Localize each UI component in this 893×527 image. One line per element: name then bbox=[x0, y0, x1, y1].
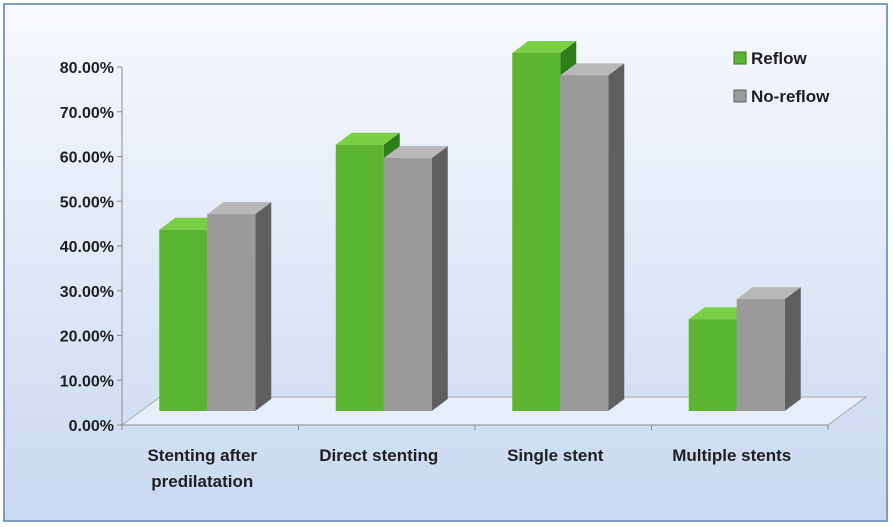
y-tick-label: 60.00% bbox=[60, 150, 114, 167]
reflow-bar-3 bbox=[688, 319, 737, 411]
reflow-bar-1 bbox=[335, 144, 384, 412]
x-category-label: Multiple stents bbox=[672, 446, 791, 465]
reflow-bar-1-top bbox=[335, 132, 400, 145]
no-reflow-bar-2-side bbox=[608, 63, 625, 411]
x-category-label: predilatation bbox=[151, 472, 253, 491]
reflow-bar-2-top bbox=[512, 41, 577, 53]
no-reflow-bar-0-top bbox=[207, 202, 272, 215]
no-reflow-bar-2 bbox=[560, 75, 609, 411]
y-tick-label: 30.00% bbox=[60, 284, 114, 301]
y-tick-label: 70.00% bbox=[60, 105, 114, 122]
x-category-label: Stenting after bbox=[147, 446, 257, 465]
y-tick-label: 0.00% bbox=[69, 418, 114, 435]
x-category-label: Direct stenting bbox=[319, 446, 438, 465]
y-tick-label: 40.00% bbox=[60, 239, 114, 256]
no-reflow-bar-0 bbox=[207, 214, 256, 411]
no-reflow-bar-3 bbox=[736, 299, 785, 411]
no-reflow-bar-2-top bbox=[560, 63, 625, 76]
reflow-bar-0 bbox=[159, 229, 208, 411]
reflow-bar-2 bbox=[512, 53, 561, 411]
y-tick-label: 50.00% bbox=[60, 194, 114, 211]
legend-label-no-reflow: No-reflow bbox=[751, 87, 830, 106]
y-tick-label: 20.00% bbox=[60, 329, 114, 346]
legend-swatch-reflow bbox=[733, 51, 747, 65]
no-reflow-bar-1 bbox=[383, 158, 432, 411]
no-reflow-bar-1-side bbox=[431, 146, 448, 411]
no-reflow-bar-1-top bbox=[383, 146, 448, 159]
x-category-label: Single stent bbox=[507, 446, 604, 465]
no-reflow-bar-3-top bbox=[736, 287, 801, 300]
legend-swatch-no-reflow bbox=[733, 89, 747, 103]
no-reflow-bar-0-side bbox=[255, 202, 272, 411]
y-tick-label: 80.00% bbox=[60, 60, 114, 77]
legend-label-reflow: Reflow bbox=[751, 49, 808, 68]
y-tick-label: 10.00% bbox=[60, 373, 114, 390]
no-reflow-bar-3-side bbox=[784, 287, 801, 411]
